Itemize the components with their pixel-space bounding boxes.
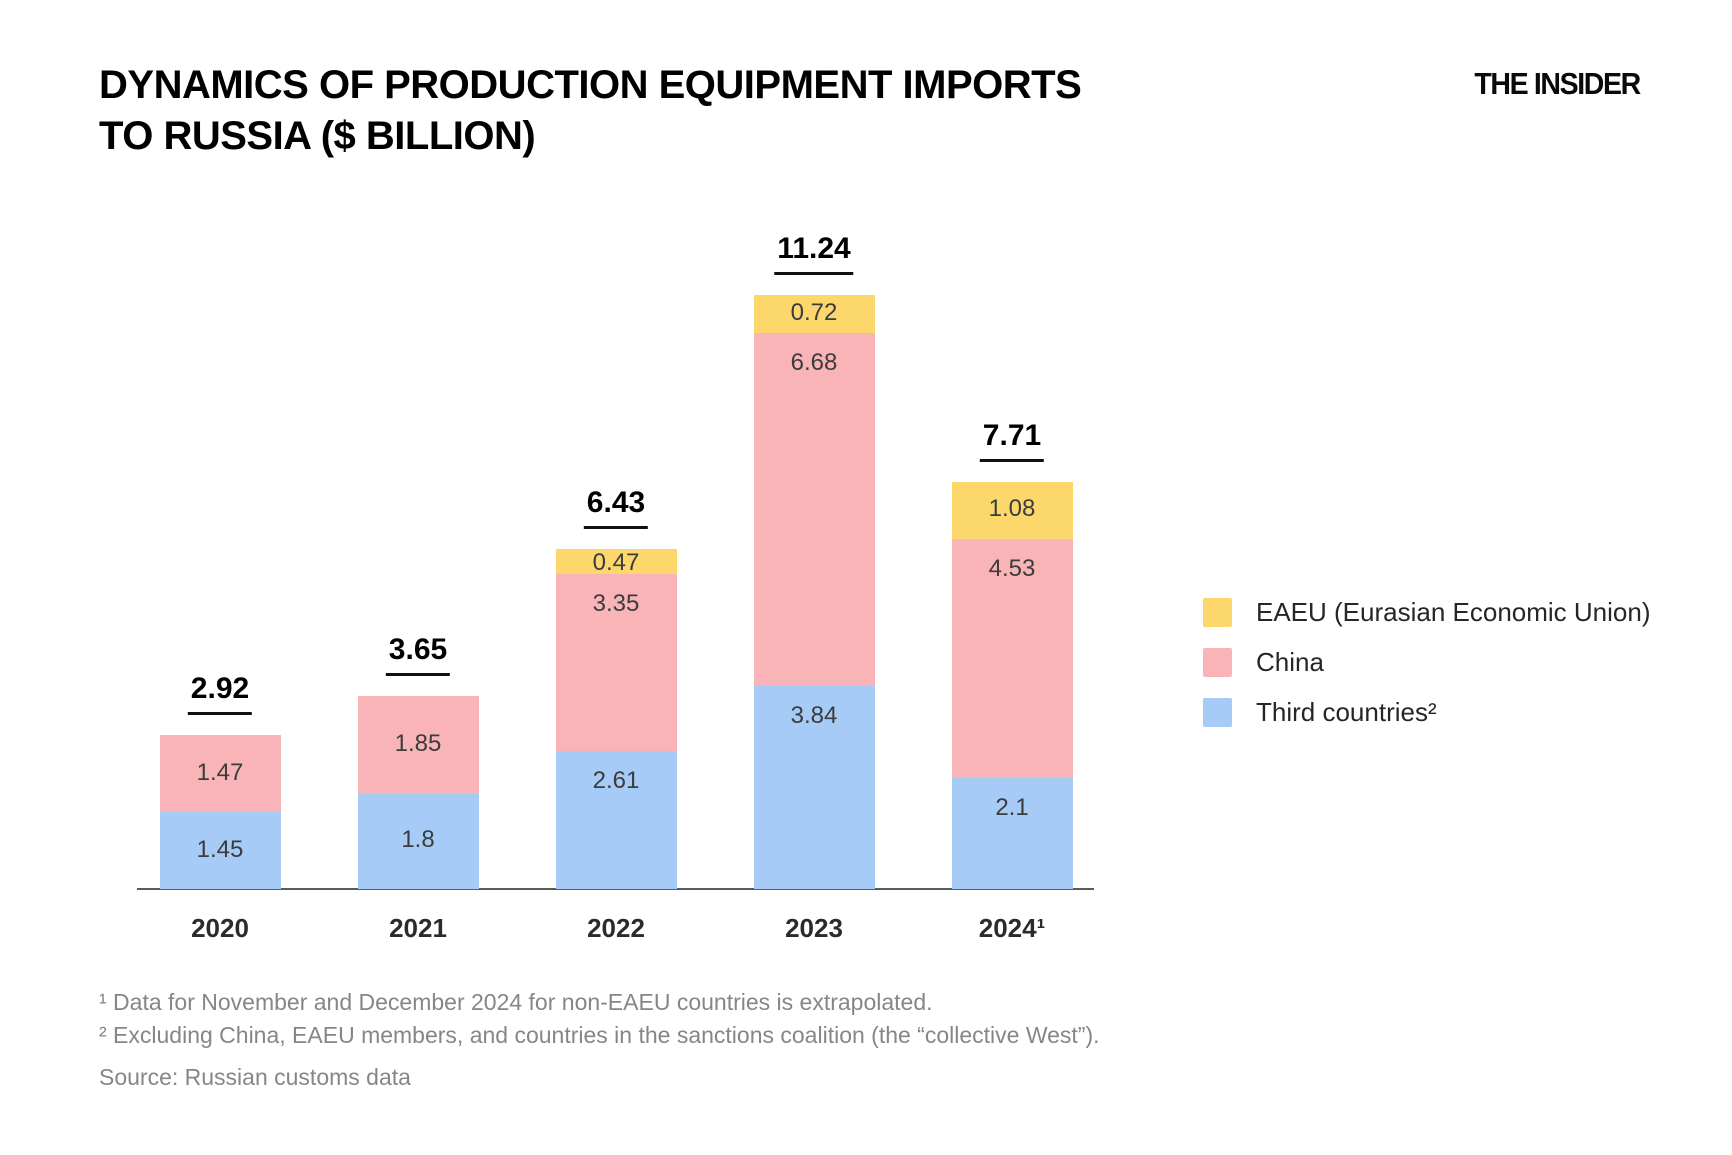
bar-segment: 1.45 [159, 812, 281, 889]
bar-segment: 1.8 [357, 793, 479, 889]
bar-segment: 4.53 [951, 538, 1073, 778]
bar-segment: 6.68 [753, 333, 875, 687]
legend-item: China [1203, 647, 1651, 678]
segment-value-label: 2.1 [995, 794, 1029, 821]
segment-value-label: 0.47 [592, 549, 640, 577]
chart-legend: EAEU (Eurasian Economic Union) China Third… [1203, 597, 1651, 728]
legend-label: China [1256, 647, 1324, 677]
bar-segment: 1.85 [357, 696, 479, 794]
segment-value-label: 4.53 [988, 554, 1036, 582]
source-line: Source: Russian customs data [99, 1064, 411, 1091]
bar-total-label: 3.65 [385, 633, 451, 677]
bar-total-label: 11.24 [774, 232, 854, 275]
bar-segment: 0.47 [555, 549, 677, 577]
legend-label: Third countries² [1256, 697, 1437, 727]
axis-category-label: 2022 [587, 913, 645, 943]
segment-value-label: 1.8 [401, 826, 435, 854]
axis-category-label: 2023 [785, 913, 843, 943]
segment-value-label: 1.45 [196, 835, 244, 863]
legend-label: EAEU (Eurasian Economic Union) [1256, 597, 1651, 627]
segment-value-label: 6.68 [790, 349, 838, 377]
legend-item: Third countries² [1203, 697, 1651, 728]
legend-color-swatch [1203, 698, 1232, 727]
legend-color-swatch [1203, 598, 1232, 627]
bar-segment: 0.72 [753, 294, 875, 333]
segment-value-label: 0.72 [790, 298, 838, 326]
bar-total-label: 7.71 [979, 419, 1045, 462]
segment-value-label: 3.35 [592, 590, 640, 617]
the-insider-logo: THE INSIDER [1474, 66, 1642, 101]
legend-item: EAEU (Eurasian Economic Union) [1203, 597, 1651, 628]
x-axis-line [137, 888, 1094, 890]
segment-value-label: 2.61 [592, 767, 640, 795]
segment-value-label: 1.85 [394, 729, 442, 757]
legend-color-swatch [1203, 648, 1232, 677]
segment-value-label: 1.47 [196, 758, 244, 786]
bar-segment: 1.47 [159, 734, 281, 813]
segment-value-label: 3.84 [790, 702, 838, 730]
bar-segment: 2.1 [951, 778, 1073, 889]
bar-segment: 2.61 [555, 751, 677, 889]
axis-category-label: 2020 [191, 913, 249, 943]
footnote-1: ¹ Data for November and December 2024 fo… [99, 989, 933, 1015]
bar-segment: 3.35 [555, 574, 677, 752]
bar-total-label: 2.92 [187, 672, 253, 715]
chart-title: DYNAMICS OF PRODUCTION EQUIPMENT IMPORTS… [99, 63, 1082, 158]
axis-category-label: 2021 [389, 913, 447, 943]
bar-segment: 1.08 [951, 481, 1073, 539]
bar-total-label: 6.43 [583, 486, 649, 530]
segment-value-label: 1.08 [988, 495, 1036, 523]
footnotes-block: ¹ Data for November and December 2024 fo… [99, 986, 1100, 1094]
axis-category-label: 2024¹ [978, 913, 1046, 943]
footnote-2: ² Excluding China, EAEU members, and cou… [99, 1021, 1100, 1048]
bar-segment: 3.84 [753, 686, 875, 889]
